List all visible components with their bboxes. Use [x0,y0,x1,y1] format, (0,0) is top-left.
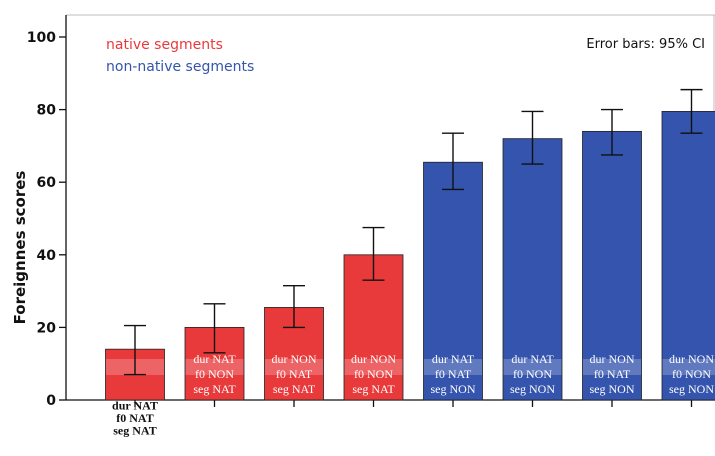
bar-condition-label: seg NAT [193,382,236,396]
bar-band [662,359,715,375]
bar-condition-label: f0 NON [513,367,552,381]
bar-condition-label: dur NON [590,352,635,366]
y-tick-label: 100 [27,30,56,46]
bar-condition-label: dur NAT [193,352,236,366]
bar [423,161,483,401]
bar-condition-label: seg NON [510,382,555,396]
y-tick-label: 60 [37,175,57,191]
bar-condition-label: f0 NAT [594,367,631,381]
y-tick-label: 80 [37,103,57,119]
bar-condition-label: seg NON [669,382,714,396]
bar-condition-label: dur NON [669,352,714,366]
bar-condition-label: dur NON [272,352,317,366]
bar-condition-label: f0 NAT [116,411,153,425]
bar-condition-label: dur NAT [511,352,554,366]
bar-condition-label: f0 NAT [276,367,313,381]
bar-condition-label: f0 NON [354,367,393,381]
bar-band [185,359,244,375]
bar-condition-label: f0 NON [195,367,234,381]
chart-axes: 0 20 40 60 80 100 [27,14,715,409]
bar-condition-label: seg NAT [113,424,156,438]
bar-condition-label: dur NAT [432,352,475,366]
y-axis-label: Foreignnes scores [11,171,29,325]
legend-native: native segments [106,37,223,53]
bar-condition-label: f0 NON [672,367,711,381]
bar-band [344,359,403,375]
bar-condition-label: f0 NAT [435,367,472,381]
legend-non-native: non-native segments [106,59,254,75]
bar-band [503,359,562,375]
bar-condition-label: seg NAT [273,382,316,396]
bar-band [424,359,482,375]
bar-band [265,359,323,375]
bar-condition-label: dur NON [351,352,396,366]
error-bars-note: Error bars: 95% CI [586,37,705,52]
bar [661,111,715,401]
y-tick-label: 0 [46,393,56,409]
bar-condition-label: seg NON [590,382,635,396]
bar-condition-label: dur NAT [112,399,158,413]
y-tick-label: 20 [37,320,57,336]
bar-band [583,359,641,375]
y-tick-label: 40 [37,248,57,264]
bar-condition-label: seg NAT [352,382,395,396]
bar [184,326,245,401]
bar-condition-label: seg NON [431,382,476,396]
bar [582,130,642,401]
